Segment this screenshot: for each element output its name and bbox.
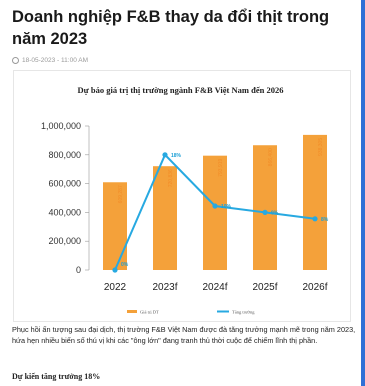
line-point — [112, 267, 118, 273]
line-point-label: 10% — [221, 204, 232, 210]
bar — [153, 166, 177, 270]
bar — [203, 155, 227, 270]
line-point — [162, 152, 168, 158]
line-point-label: 0% — [121, 262, 129, 268]
y-tick-label: 0 — [76, 265, 81, 275]
article-subheading: Dự kiến tăng trưởng 18% — [12, 372, 101, 381]
legend-label-bar: Giá trị DT — [140, 310, 159, 315]
x-tick-label: 2022 — [104, 282, 127, 293]
x-tick-label: 2026f — [302, 282, 327, 293]
line-point — [312, 216, 318, 222]
y-tick-label: 600,000 — [48, 179, 81, 189]
bar-value-label: 609,287 — [118, 185, 124, 203]
line-point-label: 9% — [271, 210, 279, 216]
legend-swatch-line — [217, 310, 229, 313]
bar-value-label: 938,305 — [318, 138, 324, 156]
line-point-label: 8% — [321, 217, 329, 223]
legend-swatch-bar — [127, 310, 137, 313]
bar — [103, 182, 127, 270]
x-axis: 2022 2023f 2024f 2025f 2026f — [104, 282, 328, 293]
article-meta: 18-05-2023 - 11:00 AM — [12, 57, 88, 64]
x-tick-label: 2024f — [202, 282, 227, 293]
y-axis: 0 200,000 400,000 600,000 800,000 1,000,000 — [41, 121, 90, 275]
y-tick-label: 400,000 — [48, 207, 81, 217]
y-tick-label: 200,000 — [48, 236, 81, 246]
line-series: 0% 18% 10% 9% 8% — [112, 152, 329, 273]
bar — [303, 134, 327, 270]
article-title: Doanh nghiệp F&B thay da đổi thịt trong … — [12, 8, 330, 48]
chart-card — [13, 70, 351, 322]
bar-value-label: 866,400 — [268, 148, 274, 166]
bar-value-label: 793,919 — [218, 158, 224, 176]
x-tick-label: 2025f — [252, 282, 277, 293]
legend-label-line: Tăng trưởng — [232, 310, 255, 315]
chart-title: Dự báo giá trị thị trường ngành F&B Việt… — [77, 85, 284, 95]
bar — [253, 145, 277, 270]
line-point — [262, 209, 268, 215]
chart-legend: Giá trị DT Tăng trưởng — [127, 310, 255, 315]
line-point — [212, 203, 218, 209]
bar-value-label: 720,836 — [168, 169, 174, 187]
line-point-label: 18% — [171, 153, 182, 159]
x-tick-label: 2023f — [152, 282, 177, 293]
y-tick-label: 800,000 — [48, 150, 81, 160]
bar-series: 609,287 720,836 793,919 866,400 938,305 — [103, 134, 327, 270]
article-date: 18-05-2023 - 11:00 AM — [22, 57, 89, 64]
article-paragraph: Phục hồi ấn tượng sau đại dịch, thị trườ… — [12, 325, 356, 345]
y-tick-label: 1,000,000 — [41, 121, 81, 131]
clock-icon — [12, 57, 19, 64]
